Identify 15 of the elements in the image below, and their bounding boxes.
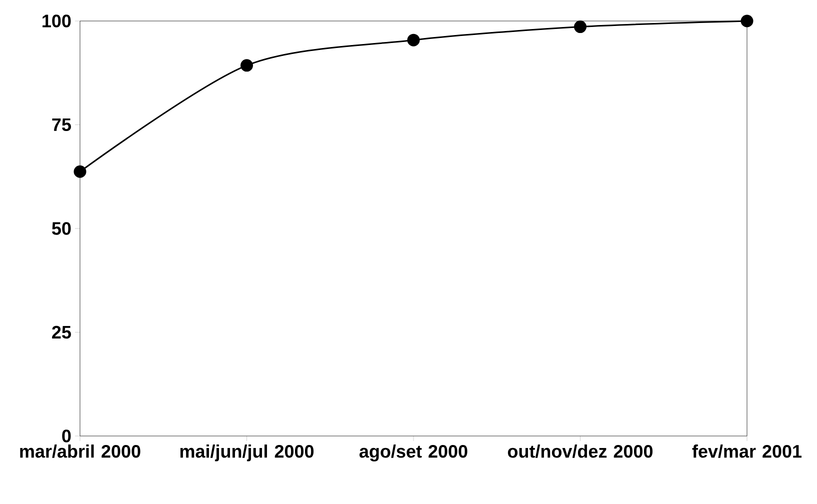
point: [74, 165, 86, 178]
x-tick-label: ago/set 2000: [360, 444, 468, 462]
x-tick-label: fev/mar 2001: [692, 444, 802, 458]
y-tick-label: 75: [52, 118, 71, 132]
y-tick-label: 0: [62, 430, 71, 442]
point: [407, 34, 420, 46]
y-tick-label: 50: [52, 222, 71, 235]
point: [740, 14, 754, 28]
y-tick-label: 100: [42, 14, 71, 28]
x-tick-label: mar/abril 2000: [20, 444, 140, 458]
point: [574, 20, 587, 34]
x-tick-label: mai/jun/jul 2000: [180, 444, 314, 462]
y-tick-label: 25: [52, 326, 71, 339]
point: [240, 59, 253, 72]
x-tick-label: out/nov/dez 2000: [508, 444, 653, 458]
